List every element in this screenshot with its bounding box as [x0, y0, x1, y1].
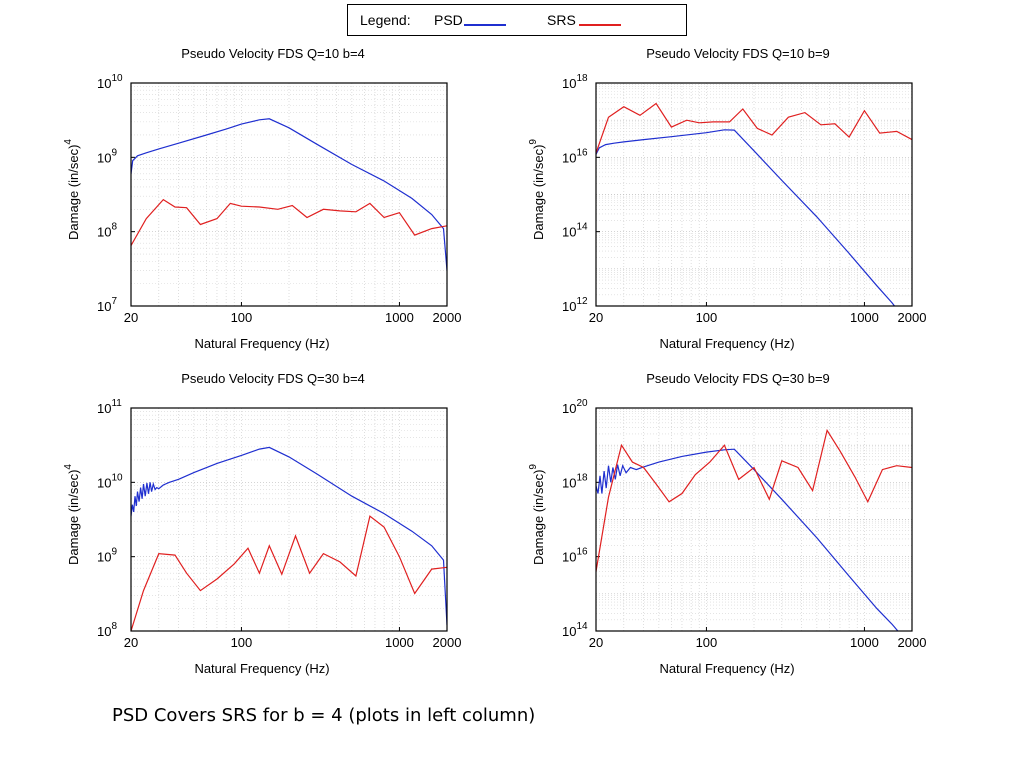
y-tick-exponent: 7: [111, 296, 117, 307]
y-axis-label: Damage (in/sec)4: [63, 139, 81, 240]
x-axis-label: Natural Frequency (Hz): [659, 661, 794, 676]
chart-title: Pseudo Velocity FDS Q=10 b=9: [646, 46, 830, 61]
y-tick-exponent: 12: [576, 296, 588, 307]
y-axis-label-text: Damage (in/sec): [531, 470, 546, 565]
y-tick-label: 108: [97, 222, 117, 240]
chart-panel-1: Pseudo Velocity FDS Q=10 b=4 20 100 1000 200…: [63, 46, 461, 351]
x-tick-label: 2000: [898, 635, 927, 650]
legend: Legend: PSD SRS: [347, 4, 687, 36]
y-tick-label: 1014: [562, 621, 588, 639]
x-tick-label: 1000: [385, 310, 414, 325]
chart-panel-3: Pseudo Velocity FDS Q=30 b=4 20 100 1000 200…: [63, 371, 461, 676]
y-tick-label: 1012: [562, 296, 588, 314]
plot-frame: [130, 407, 448, 632]
series-line-psd: [131, 446, 447, 626]
y-tick-label: 1016: [562, 547, 588, 565]
y-tick-label: 107: [97, 296, 117, 314]
y-tick-exponent: 10: [111, 73, 123, 84]
series-line-psd: [131, 118, 447, 271]
chart-panel-4: Pseudo Velocity FDS Q=30 b=9 20 100 1000 200…: [528, 371, 927, 676]
y-axis-label-text: Damage (in/sec): [66, 470, 81, 565]
x-axis-label: Natural Frequency (Hz): [659, 336, 794, 351]
plot-frame: [595, 407, 913, 632]
y-tick-exponent: 11: [111, 398, 122, 409]
legend-line-psd: [464, 24, 506, 26]
y-tick-exponent: 16: [576, 147, 588, 158]
x-axis-label: Natural Frequency (Hz): [194, 661, 329, 676]
y-tick-exponent: 16: [576, 547, 588, 558]
x-tick-label: 20: [124, 310, 138, 325]
caption: PSD Covers SRS for b = 4 (plots in left …: [112, 705, 536, 726]
y-tick-exponent: 18: [576, 73, 588, 84]
x-tick-label: 1000: [385, 635, 414, 650]
legend-label-srs: SRS: [547, 12, 576, 28]
series-line-srs: [596, 102, 912, 154]
series-line-psd: [596, 129, 896, 306]
y-tick-exponent: 20: [576, 398, 588, 409]
y-axis-label-exponent: 4: [63, 464, 74, 470]
legend-line-srs: [579, 24, 621, 26]
x-tick-label: 20: [589, 310, 603, 325]
x-tick-label: 100: [231, 310, 253, 325]
chart-title: Pseudo Velocity FDS Q=30 b=4: [181, 371, 365, 386]
x-tick-label: 20: [589, 635, 603, 650]
y-tick-label: 1018: [562, 73, 588, 91]
y-tick-exponent: 9: [111, 547, 117, 558]
plot-frame: [595, 82, 913, 307]
y-tick-label: 1011: [97, 398, 122, 416]
x-tick-label: 2000: [433, 310, 462, 325]
y-axis-label: Damage (in/sec)4: [63, 464, 81, 565]
x-axis-label: Natural Frequency (Hz): [194, 336, 329, 351]
chart-panel-2: Pseudo Velocity FDS Q=10 b=9 20 100 1000 200…: [528, 46, 927, 351]
y-axis-label-text: Damage (in/sec): [66, 145, 81, 240]
y-tick-label: 1014: [562, 222, 588, 240]
y-tick-label: 1010: [97, 73, 123, 91]
y-tick-exponent: 18: [576, 472, 588, 483]
y-tick-label: 109: [97, 547, 117, 565]
y-tick-exponent: 14: [576, 621, 588, 632]
series-line-srs: [131, 198, 447, 246]
series-line-psd: [596, 448, 899, 631]
y-tick-exponent: 8: [111, 621, 117, 632]
x-tick-label: 100: [231, 635, 253, 650]
series-line-srs: [131, 515, 447, 631]
y-tick-label: 109: [97, 147, 117, 165]
y-tick-exponent: 9: [111, 147, 117, 158]
x-tick-label: 1000: [850, 635, 879, 650]
y-tick-exponent: 14: [576, 222, 588, 233]
y-tick-label: 1018: [562, 472, 588, 490]
plot-frame: [130, 82, 448, 307]
y-tick-label: 108: [97, 621, 117, 639]
y-axis-label-exponent: 9: [528, 139, 539, 145]
x-tick-label: 2000: [433, 635, 462, 650]
series-line-srs: [596, 428, 912, 572]
y-axis-label-exponent: 4: [63, 139, 74, 145]
x-tick-label: 1000: [850, 310, 879, 325]
x-tick-label: 20: [124, 635, 138, 650]
y-axis-label: Damage (in/sec)9: [528, 464, 546, 565]
y-axis-label: Damage (in/sec)9: [528, 139, 546, 240]
y-tick-label: 1016: [562, 147, 588, 165]
x-tick-label: 100: [696, 635, 718, 650]
y-axis-label-exponent: 9: [528, 464, 539, 470]
y-tick-exponent: 8: [111, 222, 117, 233]
legend-title: Legend:: [360, 12, 411, 28]
chart-title: Pseudo Velocity FDS Q=10 b=4: [181, 46, 365, 61]
x-tick-label: 100: [696, 310, 718, 325]
y-axis-label-text: Damage (in/sec): [531, 145, 546, 240]
y-tick-label: 1010: [97, 472, 123, 490]
chart-title: Pseudo Velocity FDS Q=30 b=9: [646, 371, 830, 386]
y-tick-label: 1020: [562, 398, 588, 416]
x-tick-label: 2000: [898, 310, 927, 325]
y-tick-exponent: 10: [111, 472, 123, 483]
legend-label-psd: PSD: [434, 12, 463, 28]
